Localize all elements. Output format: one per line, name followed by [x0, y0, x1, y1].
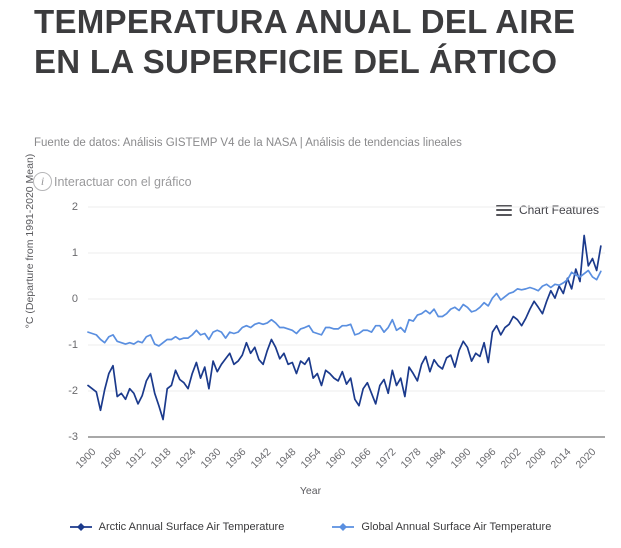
y-tick-label: -2: [68, 385, 78, 397]
series-line-0: [87, 234, 602, 421]
x-tick-label: 1996: [473, 446, 499, 472]
x-tick-label: 1984: [423, 446, 449, 472]
interact-hint[interactable]: i Interactuar con el gráfico: [33, 172, 192, 191]
chart-features-label: Chart Features: [518, 203, 599, 217]
y-tick-label: -3: [68, 431, 78, 443]
x-tick-label: 1966: [348, 446, 374, 472]
legend-label: Global Annual Surface Air Temperature: [361, 521, 552, 533]
legend-marker-icon: [69, 523, 92, 531]
x-tick-label: 1924: [173, 446, 199, 472]
x-tick-label: 1906: [98, 446, 124, 472]
y-tick-label: -1: [68, 339, 78, 351]
x-tick-label: 2002: [498, 446, 524, 472]
x-tick-label: 1918: [148, 446, 174, 472]
series-line-1: [87, 269, 602, 347]
page-title: TEMPERATURA ANUAL DEL AIRE EN LA SUPERFI…: [34, 3, 576, 80]
x-tick-label: 1972: [373, 446, 399, 472]
y-tick-label: 2: [71, 201, 78, 213]
chart-features-button[interactable]: Chart Features: [495, 203, 599, 217]
x-tick-label: 1912: [123, 446, 149, 472]
x-tick-label: 1954: [298, 446, 324, 472]
chart-legend: Arctic Annual Surface Air Temperature Glo…: [0, 521, 621, 533]
info-icon[interactable]: i: [33, 172, 52, 191]
legend-label: Arctic Annual Surface Air Temperature: [98, 521, 285, 533]
x-tick-label: 2020: [573, 446, 599, 472]
legend-marker-icon: [332, 523, 355, 531]
x-tick-label: 1948: [273, 446, 299, 472]
y-tick-label: 1: [71, 247, 78, 259]
x-tick-label: 1990: [448, 446, 474, 472]
x-tick-label: 1900: [73, 446, 99, 472]
x-axis-title: Year: [299, 485, 322, 497]
y-tick-label: 0: [71, 293, 78, 305]
legend-item-0[interactable]: Arctic Annual Surface Air Temperature: [69, 521, 285, 533]
legend-item-1[interactable]: Global Annual Surface Air Temperature: [332, 521, 551, 533]
chart-subtitle: Fuente de datos: Análisis GISTEMP V4 de …: [34, 137, 462, 149]
x-tick-label: 1936: [223, 446, 249, 472]
x-tick-label: 1930: [198, 446, 224, 472]
x-tick-label: 1978: [398, 446, 424, 472]
interact-hint-label: Interactuar con el gráfico: [54, 174, 192, 189]
x-tick-label: 1960: [323, 446, 349, 472]
x-tick-label: 2014: [548, 446, 574, 472]
x-tick-label: 1942: [248, 446, 274, 472]
x-tick-label: 2008: [523, 446, 549, 472]
hamburger-icon[interactable]: [495, 204, 512, 216]
